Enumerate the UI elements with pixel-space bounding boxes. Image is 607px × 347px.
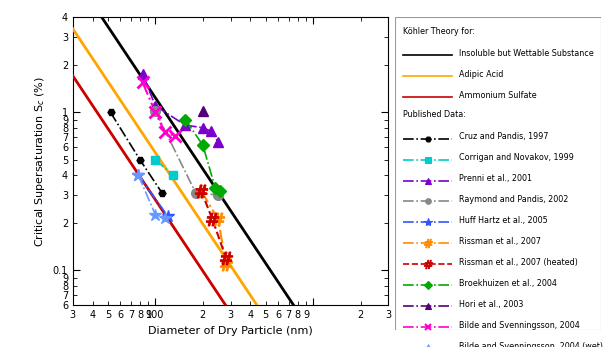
Y-axis label: Critical Supersaturation S$_c$ (%): Critical Supersaturation S$_c$ (%) bbox=[33, 76, 47, 247]
Text: Ammonium Sulfate: Ammonium Sulfate bbox=[458, 91, 536, 100]
Text: Huff Hartz et al., 2005: Huff Hartz et al., 2005 bbox=[458, 216, 548, 225]
Text: Bilde and Svenningsson, 2004 (wet): Bilde and Svenningsson, 2004 (wet) bbox=[458, 342, 603, 347]
Text: Rissman et al., 2007 (heated): Rissman et al., 2007 (heated) bbox=[458, 258, 577, 267]
Text: Corrigan and Novakov, 1999: Corrigan and Novakov, 1999 bbox=[458, 153, 574, 162]
Text: Hori et al., 2003: Hori et al., 2003 bbox=[458, 300, 523, 309]
Text: Cruz and Pandis, 1997: Cruz and Pandis, 1997 bbox=[458, 133, 548, 141]
Text: Adipic Acid: Adipic Acid bbox=[458, 70, 503, 79]
Text: Bilde and Svenningsson, 2004: Bilde and Svenningsson, 2004 bbox=[458, 321, 579, 330]
Text: Raymond and Pandis, 2002: Raymond and Pandis, 2002 bbox=[458, 195, 568, 204]
FancyBboxPatch shape bbox=[395, 17, 601, 330]
Text: Insoluble but Wettable Substance: Insoluble but Wettable Substance bbox=[458, 49, 593, 58]
Text: Broekhuizen et al., 2004: Broekhuizen et al., 2004 bbox=[458, 279, 557, 288]
X-axis label: Diameter of Dry Particle (nm): Diameter of Dry Particle (nm) bbox=[148, 326, 313, 336]
Text: Rissman et al., 2007: Rissman et al., 2007 bbox=[458, 237, 540, 246]
Text: Köhler Theory for:: Köhler Theory for: bbox=[403, 27, 475, 36]
Text: Prenni et al., 2001: Prenni et al., 2001 bbox=[458, 174, 532, 183]
Text: Published Data:: Published Data: bbox=[403, 110, 466, 119]
